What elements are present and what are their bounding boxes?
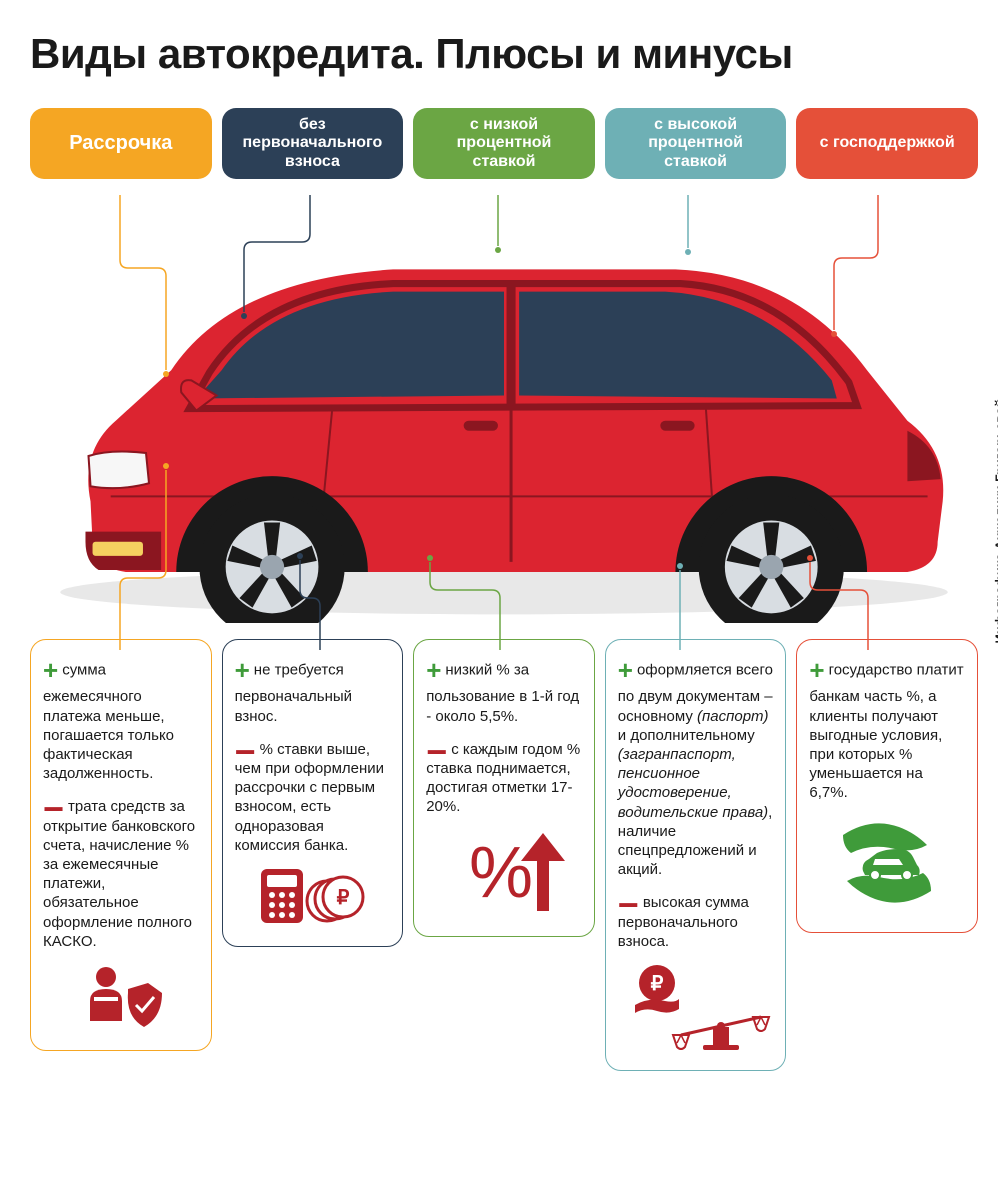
minus-icon: − [426,731,447,772]
svg-text:%: % [469,833,533,913]
card-no-downpayment: +не требуется первоначальный взнос. −% с… [222,639,404,947]
plus-icon: + [618,655,633,685]
badge-low-rate: с низкой процентной ставкой [413,108,595,179]
card-gov-support: +государство платит банкам часть %, а кл… [796,639,978,933]
badge-high-rate: с высокой процентной ставкой [605,108,787,179]
badge-gov-support: с господдержкой [796,108,978,179]
card-plus-text: низкий % за пользование в 1-й год - окол… [426,662,579,725]
card-plus-text: оформляется всего по двум документам – о… [618,662,773,878]
hands-car-icon [809,813,965,918]
scales-ruble-icon: ₽ [618,961,774,1056]
svg-text:₽: ₽ [650,973,663,995]
plus-icon: + [43,655,58,685]
page-title: Виды автокредита. Плюсы и минусы [30,30,978,78]
plus-icon: + [235,655,250,685]
percent-up-icon: % [426,827,582,922]
person-shield-icon [43,961,199,1036]
card-high-rate: +оформляется всего по двум документам – … [605,639,787,1071]
infographic-container: Виды автокредита. Плюсы и минусы Рассроч… [0,0,998,1200]
card-minus-text: трата средств за открытие банковского сч… [43,798,195,949]
card-low-rate: +низкий % за пользование в 1-й год - око… [413,639,595,937]
card-installment: +сумма ежемесячного платежа меньше, пога… [30,639,212,1051]
plus-icon: + [426,655,441,685]
badge-no-downpayment: без первоначального взноса [222,108,404,179]
cards-row: +сумма ежемесячного платежа меньше, пога… [30,639,978,1071]
badge-installment: Рассрочка [30,108,212,179]
calc-coins-icon: ₽ [235,865,391,932]
badges-row: Рассрочка без первоначального взноса с н… [30,108,978,179]
car-icon [30,219,978,622]
card-plus-text: не требуется первоначальный взнос. [235,662,352,725]
minus-icon: − [43,788,64,829]
card-minus-text: % ставки выше, чем при оформлении рассро… [235,741,384,854]
card-plus-text: сумма ежемесячного платежа меньше, погаш… [43,662,174,782]
svg-text:₽: ₽ [337,887,350,909]
credit-text: Инфографика Анжелики Григорьевой [992,399,998,643]
minus-icon: − [235,731,256,772]
card-minus-text: с каждым годом % ставка поднимается, дос… [426,741,580,816]
card-plus-text: государство платит банкам часть %, а кли… [809,662,963,802]
car-illustration-area: Инфографика Анжелики Григорьевой [30,199,978,629]
plus-icon: + [809,655,824,685]
minus-icon: − [618,884,639,925]
